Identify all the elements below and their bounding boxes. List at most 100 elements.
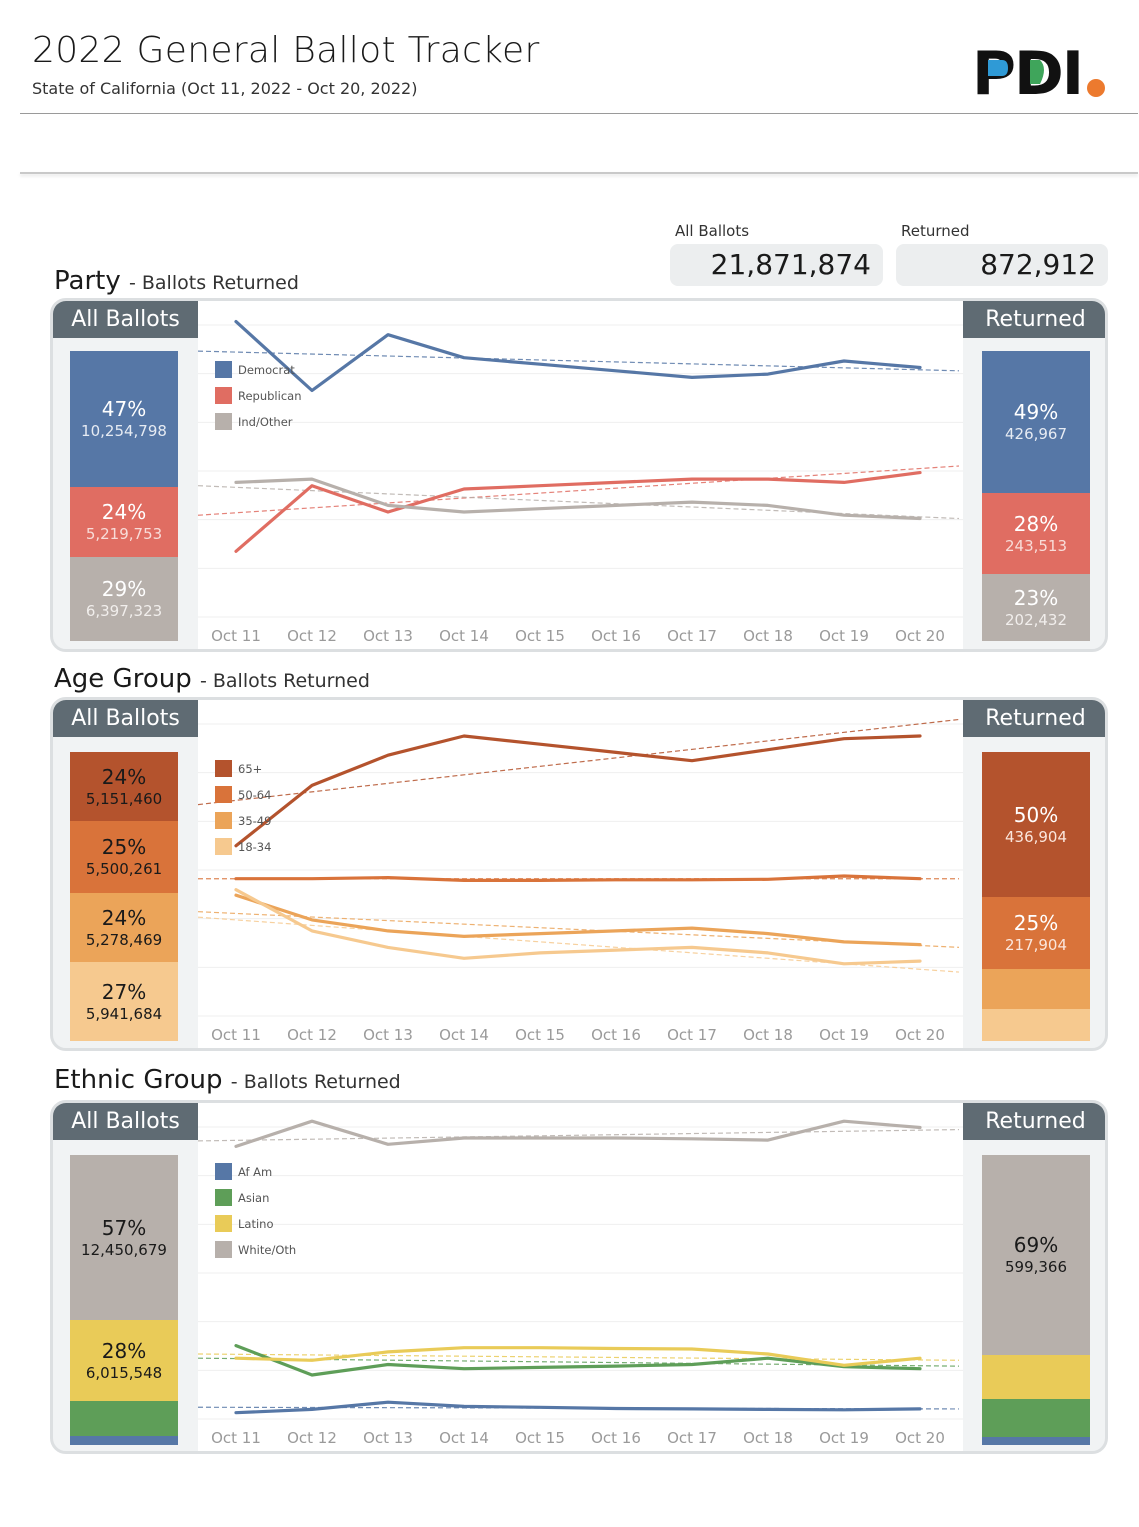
age-legend-label-65: 65+ — [238, 762, 262, 776]
ethnic-all-segment-asian — [70, 1401, 178, 1436]
party-all-pct-democrat: 47% — [101, 397, 147, 421]
party-returned-count-republican: 243,513 — [1004, 536, 1068, 555]
age-returned-stack: 50% 436,904 25% 217,904 — [982, 752, 1090, 1041]
ethnic-returned-pct-white-oth: 69% — [1013, 1233, 1059, 1257]
party-chart-area: Oct 11 Oct 12 Oct 13 Oct 14 Oct 15 Oct 16 Oct … — [197, 301, 963, 649]
ethnic-chart-area: Oct 11 Oct 12 Oct 13 Oct 14 Oct 15 Oct 16 Oct … — [197, 1103, 963, 1451]
party-returned-count-ind-other: 202,432 — [1004, 610, 1068, 629]
page-subtitle: State of California (Oct 11, 2022 - Oct … — [32, 79, 418, 98]
ethnic-all-segment-white-oth: 57% 12,450,679 — [70, 1155, 178, 1320]
ethnic-trendline-latino — [197, 1353, 960, 1361]
party-tick-label: Oct 17 — [667, 627, 717, 645]
age-tick-label: Oct 19 — [819, 1026, 869, 1044]
party-returned-stack: 49% 426,967 28% 243,513 23% 202,432 — [982, 351, 1090, 641]
party-section-title: Party - Ballots Returned — [54, 266, 299, 296]
age-returned-count-65: 436,904 — [1004, 827, 1068, 846]
age-panel: All Ballots Oct 11 Oct 12 Oct 13 Oct 14 Oct … — [50, 697, 1108, 1051]
ethnic-returned-segment-latino — [982, 1355, 1090, 1399]
age-all-pct-35-49: 24% — [101, 905, 147, 930]
logo-dot — [1087, 79, 1105, 97]
age-all-pct-18-34: 27% — [101, 979, 147, 1004]
age-tick-label: Oct 16 — [591, 1026, 641, 1044]
party-all-segment-republican: 24% 5,219,753 — [70, 487, 178, 557]
age-legend-swatch-50-64 — [215, 786, 232, 803]
age-tick-label: Oct 13 — [363, 1026, 413, 1044]
ethnic-trendline-white-oth — [197, 1128, 960, 1142]
age-series-65 — [234, 734, 922, 848]
party-all-count-ind-other: 6,397,323 — [85, 602, 163, 620]
party-returned-segment-ind-other: 23% 202,432 — [982, 574, 1090, 641]
party-returned-pct-democrat: 49% — [1013, 400, 1059, 424]
party-legend-swatch-republican — [215, 387, 232, 404]
ethnic-legend-label-af-am: Af Am — [238, 1165, 272, 1179]
age-tick-label: Oct 15 — [515, 1026, 565, 1044]
ethnic-returned-segment-af-am — [982, 1437, 1090, 1445]
age-line-chart: Oct 11 Oct 12 Oct 13 Oct 14 Oct 15 Oct 16 Oct … — [197, 718, 963, 1044]
ethnic-legend-label-asian: Asian — [238, 1191, 269, 1205]
ethnic-subtitle: - Ballots Returned — [230, 1071, 401, 1093]
ethnic-title: Ethnic Group — [54, 1065, 223, 1095]
ethnic-returned-count-white-oth: 599,366 — [1004, 1258, 1068, 1276]
ethnic-tick-label: Oct 14 — [439, 1429, 489, 1447]
kpi-returned-value: 872,912 — [896, 244, 1108, 286]
party-series-ind-other — [234, 477, 922, 521]
ethnic-tick-label: Oct 20 — [895, 1429, 945, 1447]
party-legend-swatch-democrat — [215, 361, 232, 378]
age-returned-header: Returned — [963, 700, 1105, 737]
ethnic-series-af-am — [234, 1400, 922, 1415]
age-returned-pct-65: 50% — [1013, 802, 1059, 827]
ethnic-tick-label: Oct 15 — [515, 1429, 565, 1447]
age-all-pct-65: 24% — [101, 764, 147, 789]
ethnic-returned-segment-white-oth: 69% 599,366 — [982, 1155, 1090, 1355]
age-series-50-64 — [234, 874, 922, 882]
kpi-returned-label: Returned — [901, 222, 970, 240]
party-legend-label-ind-other: Ind/Other — [238, 415, 293, 429]
party-all-pct-republican: 24% — [101, 500, 147, 524]
ethnic-all-count-latino: 6,015,548 — [85, 1363, 163, 1382]
party-all-count-democrat: 10,254,798 — [81, 422, 167, 440]
age-all-segment-18-34: 27% 5,941,684 — [70, 962, 178, 1041]
age-returned-segment-50-64: 25% 217,904 — [982, 897, 1090, 969]
party-trendline-republican — [197, 465, 960, 516]
age-chart-area: Oct 11 Oct 12 Oct 13 Oct 14 Oct 15 Oct 16 Oct … — [197, 700, 963, 1048]
kpi-all-ballots-label: All Ballots — [675, 222, 750, 240]
party-all-segment-ind-other: 29% 6,397,323 — [70, 557, 178, 641]
party-tick-label: Oct 16 — [591, 627, 641, 645]
ethnic-tick-label: Oct 17 — [667, 1429, 717, 1447]
party-subtitle: - Ballots Returned — [128, 272, 299, 294]
age-all-ballots-stack: 24% 5,151,460 25% 5,500,261 24% 5,278,469 27% 5… — [70, 752, 178, 1041]
age-all-count-35-49: 5,278,469 — [85, 930, 163, 949]
party-tick-label: Oct 19 — [819, 627, 869, 645]
party-title: Party — [54, 266, 121, 296]
ethnic-line-chart: Oct 11 Oct 12 Oct 13 Oct 14 Oct 15 Oct 16 Oct … — [197, 1119, 963, 1447]
ethnic-legend-swatch-af-am — [215, 1163, 232, 1180]
ethnic-series-white-oth — [234, 1119, 922, 1149]
ethnic-returned-stack: 69% 599,366 — [982, 1155, 1090, 1445]
age-tick-label: Oct 20 — [895, 1026, 945, 1044]
ethnic-panel: All Ballots Oct 11 Oct 12 Oct 13 Oct 14 Oct … — [50, 1100, 1108, 1454]
age-series-35-49 — [234, 893, 922, 947]
party-tick-label: Oct 15 — [515, 627, 565, 645]
age-tick-label: Oct 17 — [667, 1026, 717, 1044]
ethnic-tick-label: Oct 11 — [211, 1429, 261, 1447]
party-legend-swatch-ind-other — [215, 413, 232, 430]
age-all-count-65: 5,151,460 — [85, 789, 163, 808]
age-series-18-34 — [234, 888, 922, 966]
age-all-count-18-34: 5,941,684 — [85, 1004, 163, 1023]
party-series-democrat — [234, 320, 922, 393]
pdi-logo: PDI — [972, 42, 1105, 102]
party-returned-header: Returned — [963, 301, 1105, 338]
ethnic-series-asian — [234, 1344, 922, 1377]
party-all-ballots-header: All Ballots — [53, 301, 198, 338]
age-tick-label: Oct 14 — [439, 1026, 489, 1044]
ethnic-section-title: Ethnic Group - Ballots Returned — [54, 1065, 401, 1095]
page-title: 2022 General Ballot Tracker — [32, 30, 540, 71]
party-returned-segment-democrat: 49% 426,967 — [982, 351, 1090, 493]
age-legend-label-50-64: 50-64 — [238, 788, 271, 802]
party-tick-label: Oct 14 — [439, 627, 489, 645]
age-returned-segment-18-34 — [982, 1009, 1090, 1041]
party-returned-count-democrat: 426,967 — [1004, 425, 1068, 443]
party-tick-label: Oct 18 — [743, 627, 793, 645]
age-subtitle: - Ballots Returned — [199, 670, 370, 692]
age-legend-label-18-34: 18-34 — [238, 840, 271, 854]
